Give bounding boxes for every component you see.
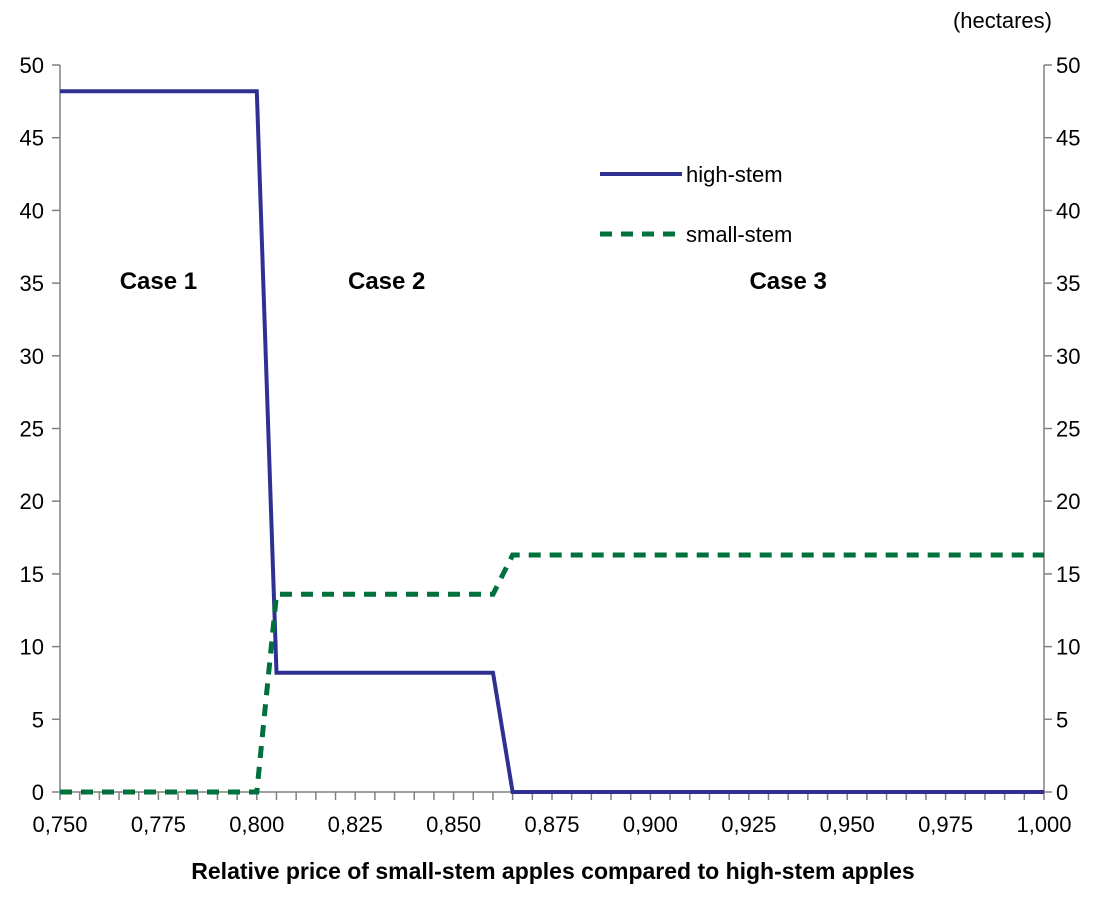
case-label-1: Case 1: [120, 268, 197, 295]
y-unit-label: (hectares): [953, 8, 1052, 33]
y-tick-label-right: 5: [1056, 707, 1068, 732]
y-tick-label-left: 20: [20, 489, 44, 514]
y-tick-label-right: 15: [1056, 562, 1080, 587]
y-tick-label-left: 15: [20, 562, 44, 587]
y-tick-label-right: 20: [1056, 489, 1080, 514]
legend-label-small-stem: small-stem: [686, 222, 792, 247]
y-axis-left-ticks: 0 5 10 15 20 25 30 35 40 45 50: [20, 53, 60, 805]
y-tick-label-left: 45: [20, 126, 44, 151]
legend: high-stem small-stem: [600, 162, 792, 247]
x-axis-ticks: 0,750 0,775 0,800 0,825 0,850 0,875 0,900 0,925…: [32, 792, 1072, 837]
y-tick-label-right: 35: [1056, 271, 1080, 296]
case-annotations: Case 1 Case 2 Case 3: [120, 268, 827, 295]
y-tick-label-left: 50: [20, 53, 44, 78]
y-tick-label-left: 10: [20, 635, 44, 660]
legend-label-high-stem: high-stem: [686, 162, 783, 187]
y-tick-label-right: 50: [1056, 53, 1080, 78]
x-tick-label: 0,825: [328, 812, 383, 837]
x-tick-label: 0,800: [229, 812, 284, 837]
series-line-high-stem: [60, 89, 1044, 794]
x-tick-label: 0,950: [820, 812, 875, 837]
y-tick-label-right: 25: [1056, 417, 1080, 442]
x-tick-label: 0,875: [524, 812, 579, 837]
y-tick-label-left: 5: [32, 707, 44, 732]
case-label-3: Case 3: [749, 268, 826, 295]
x-tick-label: 0,850: [426, 812, 481, 837]
y-axis-right-ticks: 0 5 10 15 20 25 30 35 40 45 50: [1044, 53, 1080, 805]
x-tick-label: 0,925: [721, 812, 776, 837]
series-layer: [60, 89, 1044, 795]
x-axis-title: Relative price of small-stem apples comp…: [191, 858, 914, 884]
y-tick-label-right: 10: [1056, 635, 1080, 660]
y-tick-label-right: 30: [1056, 344, 1080, 369]
y-tick-label-left: 25: [20, 417, 44, 442]
y-tick-label-left: 40: [20, 198, 44, 223]
y-tick-label-right: 0: [1056, 780, 1068, 805]
y-tick-label-right: 45: [1056, 126, 1080, 151]
x-tick-label: 0,750: [32, 812, 87, 837]
x-tick-label: 0,775: [131, 812, 186, 837]
y-tick-label-left: 0: [32, 780, 44, 805]
y-tick-label-left: 30: [20, 344, 44, 369]
x-tick-label: 0,975: [918, 812, 973, 837]
x-tick-label: 0,900: [623, 812, 678, 837]
series-line-small-stem: [60, 552, 1044, 795]
case-label-2: Case 2: [348, 268, 425, 295]
y-tick-label-left: 35: [20, 271, 44, 296]
y-tick-label-right: 40: [1056, 198, 1080, 223]
x-tick-label: 1,000: [1016, 812, 1071, 837]
